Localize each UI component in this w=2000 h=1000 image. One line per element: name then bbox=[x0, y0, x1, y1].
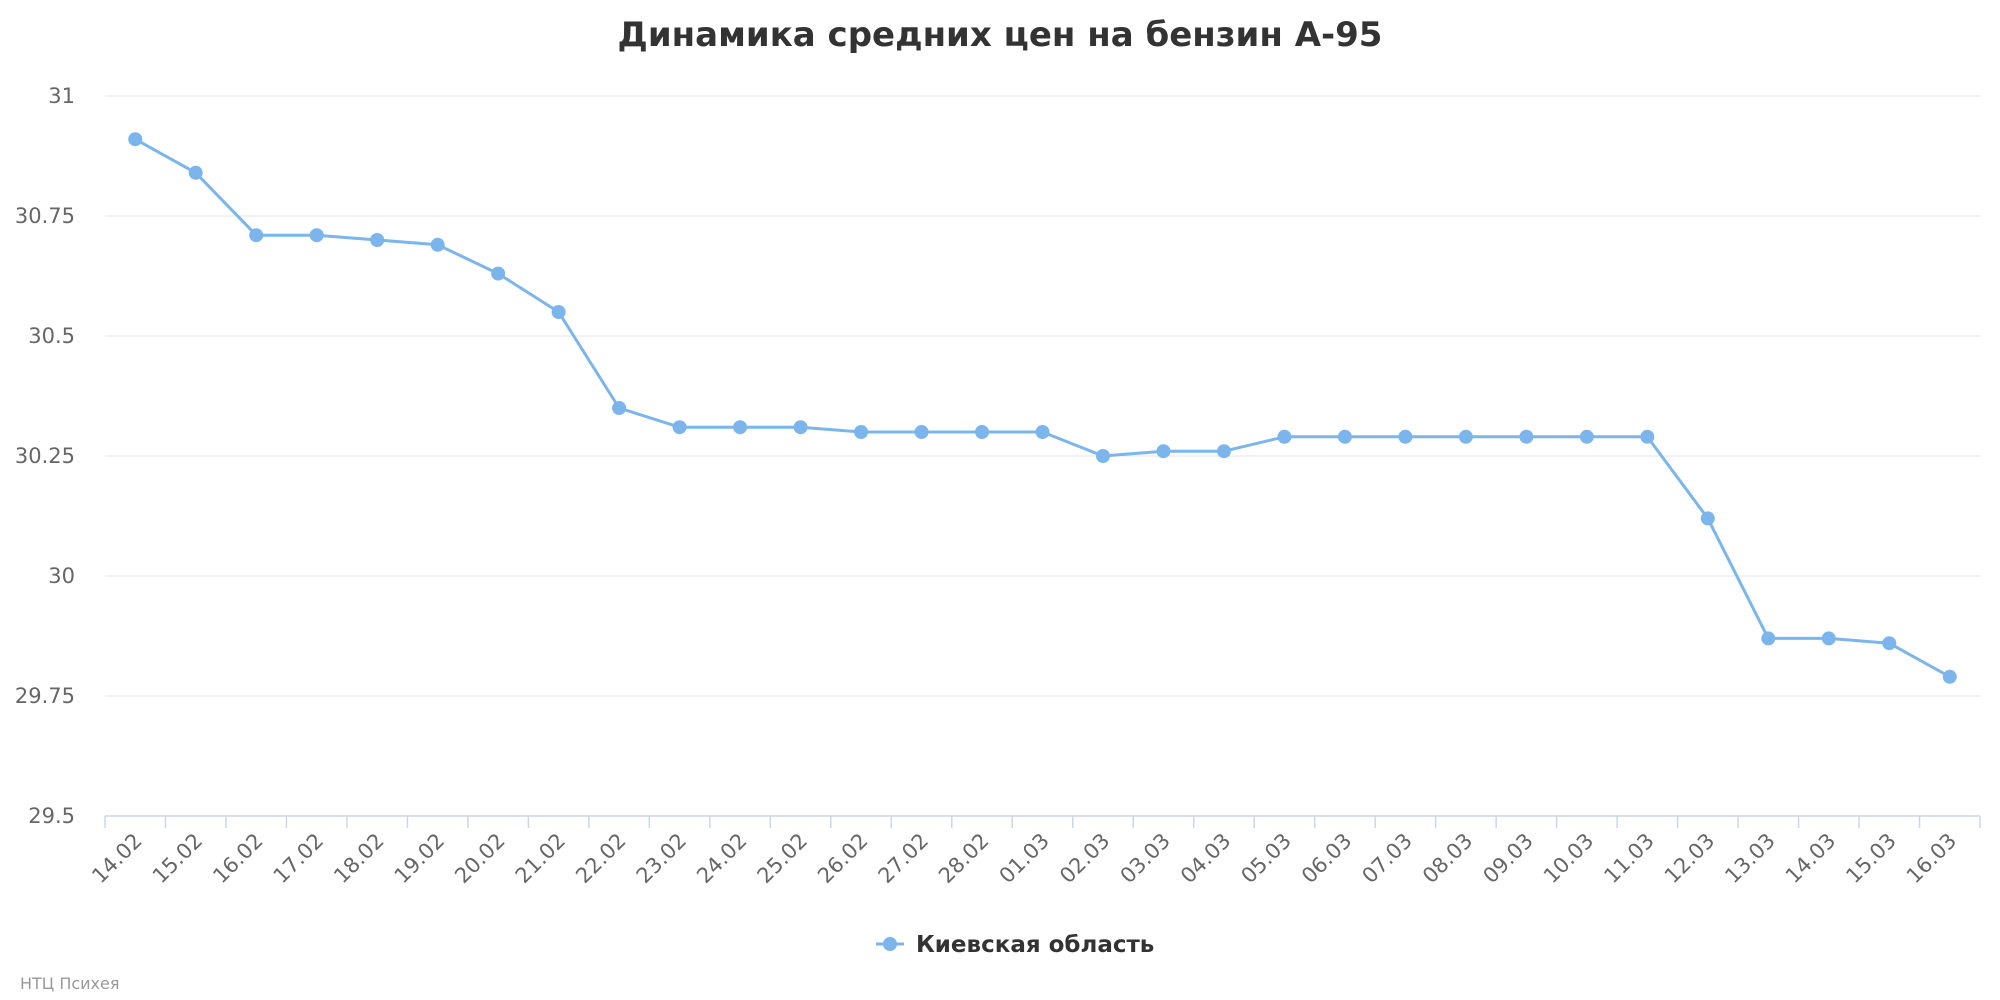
data-point bbox=[1458, 429, 1473, 444]
data-point bbox=[1216, 444, 1231, 459]
data-point bbox=[1095, 449, 1110, 463]
data-point bbox=[1942, 669, 1957, 684]
data-point bbox=[854, 425, 869, 439]
y-tick-label: 29.75 bbox=[15, 684, 75, 708]
y-tick-label: 29.5 bbox=[28, 804, 75, 828]
data-point bbox=[733, 420, 748, 435]
x-tick-label: 01.03 bbox=[995, 829, 1054, 888]
y-tick-label: 30.25 bbox=[15, 444, 75, 468]
credit-text: НТЦ Психея bbox=[20, 974, 119, 993]
data-point bbox=[1519, 429, 1534, 444]
data-point bbox=[249, 228, 264, 243]
legend[interactable]: Киевская область bbox=[876, 932, 1154, 958]
data-point bbox=[370, 233, 385, 247]
x-tick-label: 16.02 bbox=[208, 829, 267, 888]
x-tick-label: 15.03 bbox=[1841, 829, 1900, 888]
x-tick-label: 25.02 bbox=[753, 829, 812, 888]
x-tick-label: 27.02 bbox=[874, 829, 933, 888]
x-tick-label: 20.02 bbox=[450, 829, 509, 888]
y-tick-label: 30.5 bbox=[28, 324, 75, 348]
data-point bbox=[1882, 636, 1897, 651]
data-point bbox=[1337, 429, 1352, 444]
x-tick-label: 09.03 bbox=[1478, 829, 1537, 888]
x-tick-label: 26.02 bbox=[813, 829, 872, 888]
y-tick-label: 31 bbox=[48, 84, 75, 108]
series-line bbox=[133, 137, 1952, 679]
x-tick-label: 13.03 bbox=[1720, 829, 1779, 888]
data-point bbox=[309, 228, 324, 243]
grid-lines bbox=[105, 95, 1980, 697]
y-axis: 31 30.75 30.5 30.25 30 29.75 29.5 bbox=[15, 84, 75, 828]
x-tick-label: 21.02 bbox=[511, 829, 570, 888]
data-point bbox=[1398, 429, 1413, 444]
data-point bbox=[612, 401, 627, 415]
data-point bbox=[1035, 425, 1050, 439]
x-tick-label: 10.03 bbox=[1539, 829, 1598, 888]
data-point bbox=[1640, 429, 1655, 444]
data-point bbox=[1821, 631, 1836, 646]
data-point bbox=[975, 425, 990, 439]
x-tick-label: 23.02 bbox=[632, 829, 691, 888]
x-tick-label: 03.03 bbox=[1116, 829, 1175, 888]
data-point bbox=[1579, 429, 1594, 444]
x-tick-label: 19.02 bbox=[390, 829, 449, 888]
data-point bbox=[1761, 631, 1776, 646]
x-tick-label: 02.03 bbox=[1055, 829, 1114, 888]
x-tick-label: 07.03 bbox=[1357, 829, 1416, 888]
series-layer bbox=[128, 132, 1957, 684]
x-tick-label: 17.02 bbox=[269, 829, 328, 888]
x-axis: 14.02 15.02 16.02 17.02 18.02 19.02 20.02 21.02… bbox=[87, 815, 1981, 888]
data-point bbox=[672, 420, 687, 435]
x-tick-label: 11.03 bbox=[1599, 829, 1658, 888]
data-point bbox=[1277, 429, 1292, 444]
x-tick-label: 22.02 bbox=[571, 829, 630, 888]
x-tick-label: 06.03 bbox=[1297, 829, 1356, 888]
x-tick-label: 14.02 bbox=[87, 829, 146, 888]
x-tick-label: 18.02 bbox=[329, 829, 388, 888]
x-tick-label: 05.03 bbox=[1236, 829, 1295, 888]
x-tick-label: 08.03 bbox=[1418, 829, 1477, 888]
x-tick-label: 12.03 bbox=[1660, 829, 1719, 888]
x-tick-label: 15.02 bbox=[148, 829, 207, 888]
data-point bbox=[793, 420, 808, 435]
y-tick-label: 30 bbox=[48, 564, 75, 588]
chart-title: Динамика средних цен на бензин А-95 bbox=[618, 15, 1383, 55]
data-point bbox=[188, 165, 203, 180]
data-point bbox=[1700, 511, 1715, 526]
x-tick-label: 24.02 bbox=[692, 829, 751, 888]
data-point bbox=[430, 237, 445, 252]
x-tick-label: 04.03 bbox=[1176, 829, 1235, 888]
legend-symbol-marker bbox=[883, 937, 897, 951]
data-point bbox=[128, 132, 143, 147]
y-tick-label: 30.75 bbox=[15, 204, 75, 228]
data-point bbox=[1156, 444, 1171, 459]
x-tick-label: 28.02 bbox=[934, 829, 993, 888]
data-point bbox=[491, 266, 506, 281]
x-tick-label: 14.03 bbox=[1781, 829, 1840, 888]
legend-label: Киевская область bbox=[916, 932, 1154, 958]
x-tick-label: 16.03 bbox=[1902, 829, 1961, 888]
data-point bbox=[551, 305, 566, 319]
data-point bbox=[914, 425, 929, 439]
